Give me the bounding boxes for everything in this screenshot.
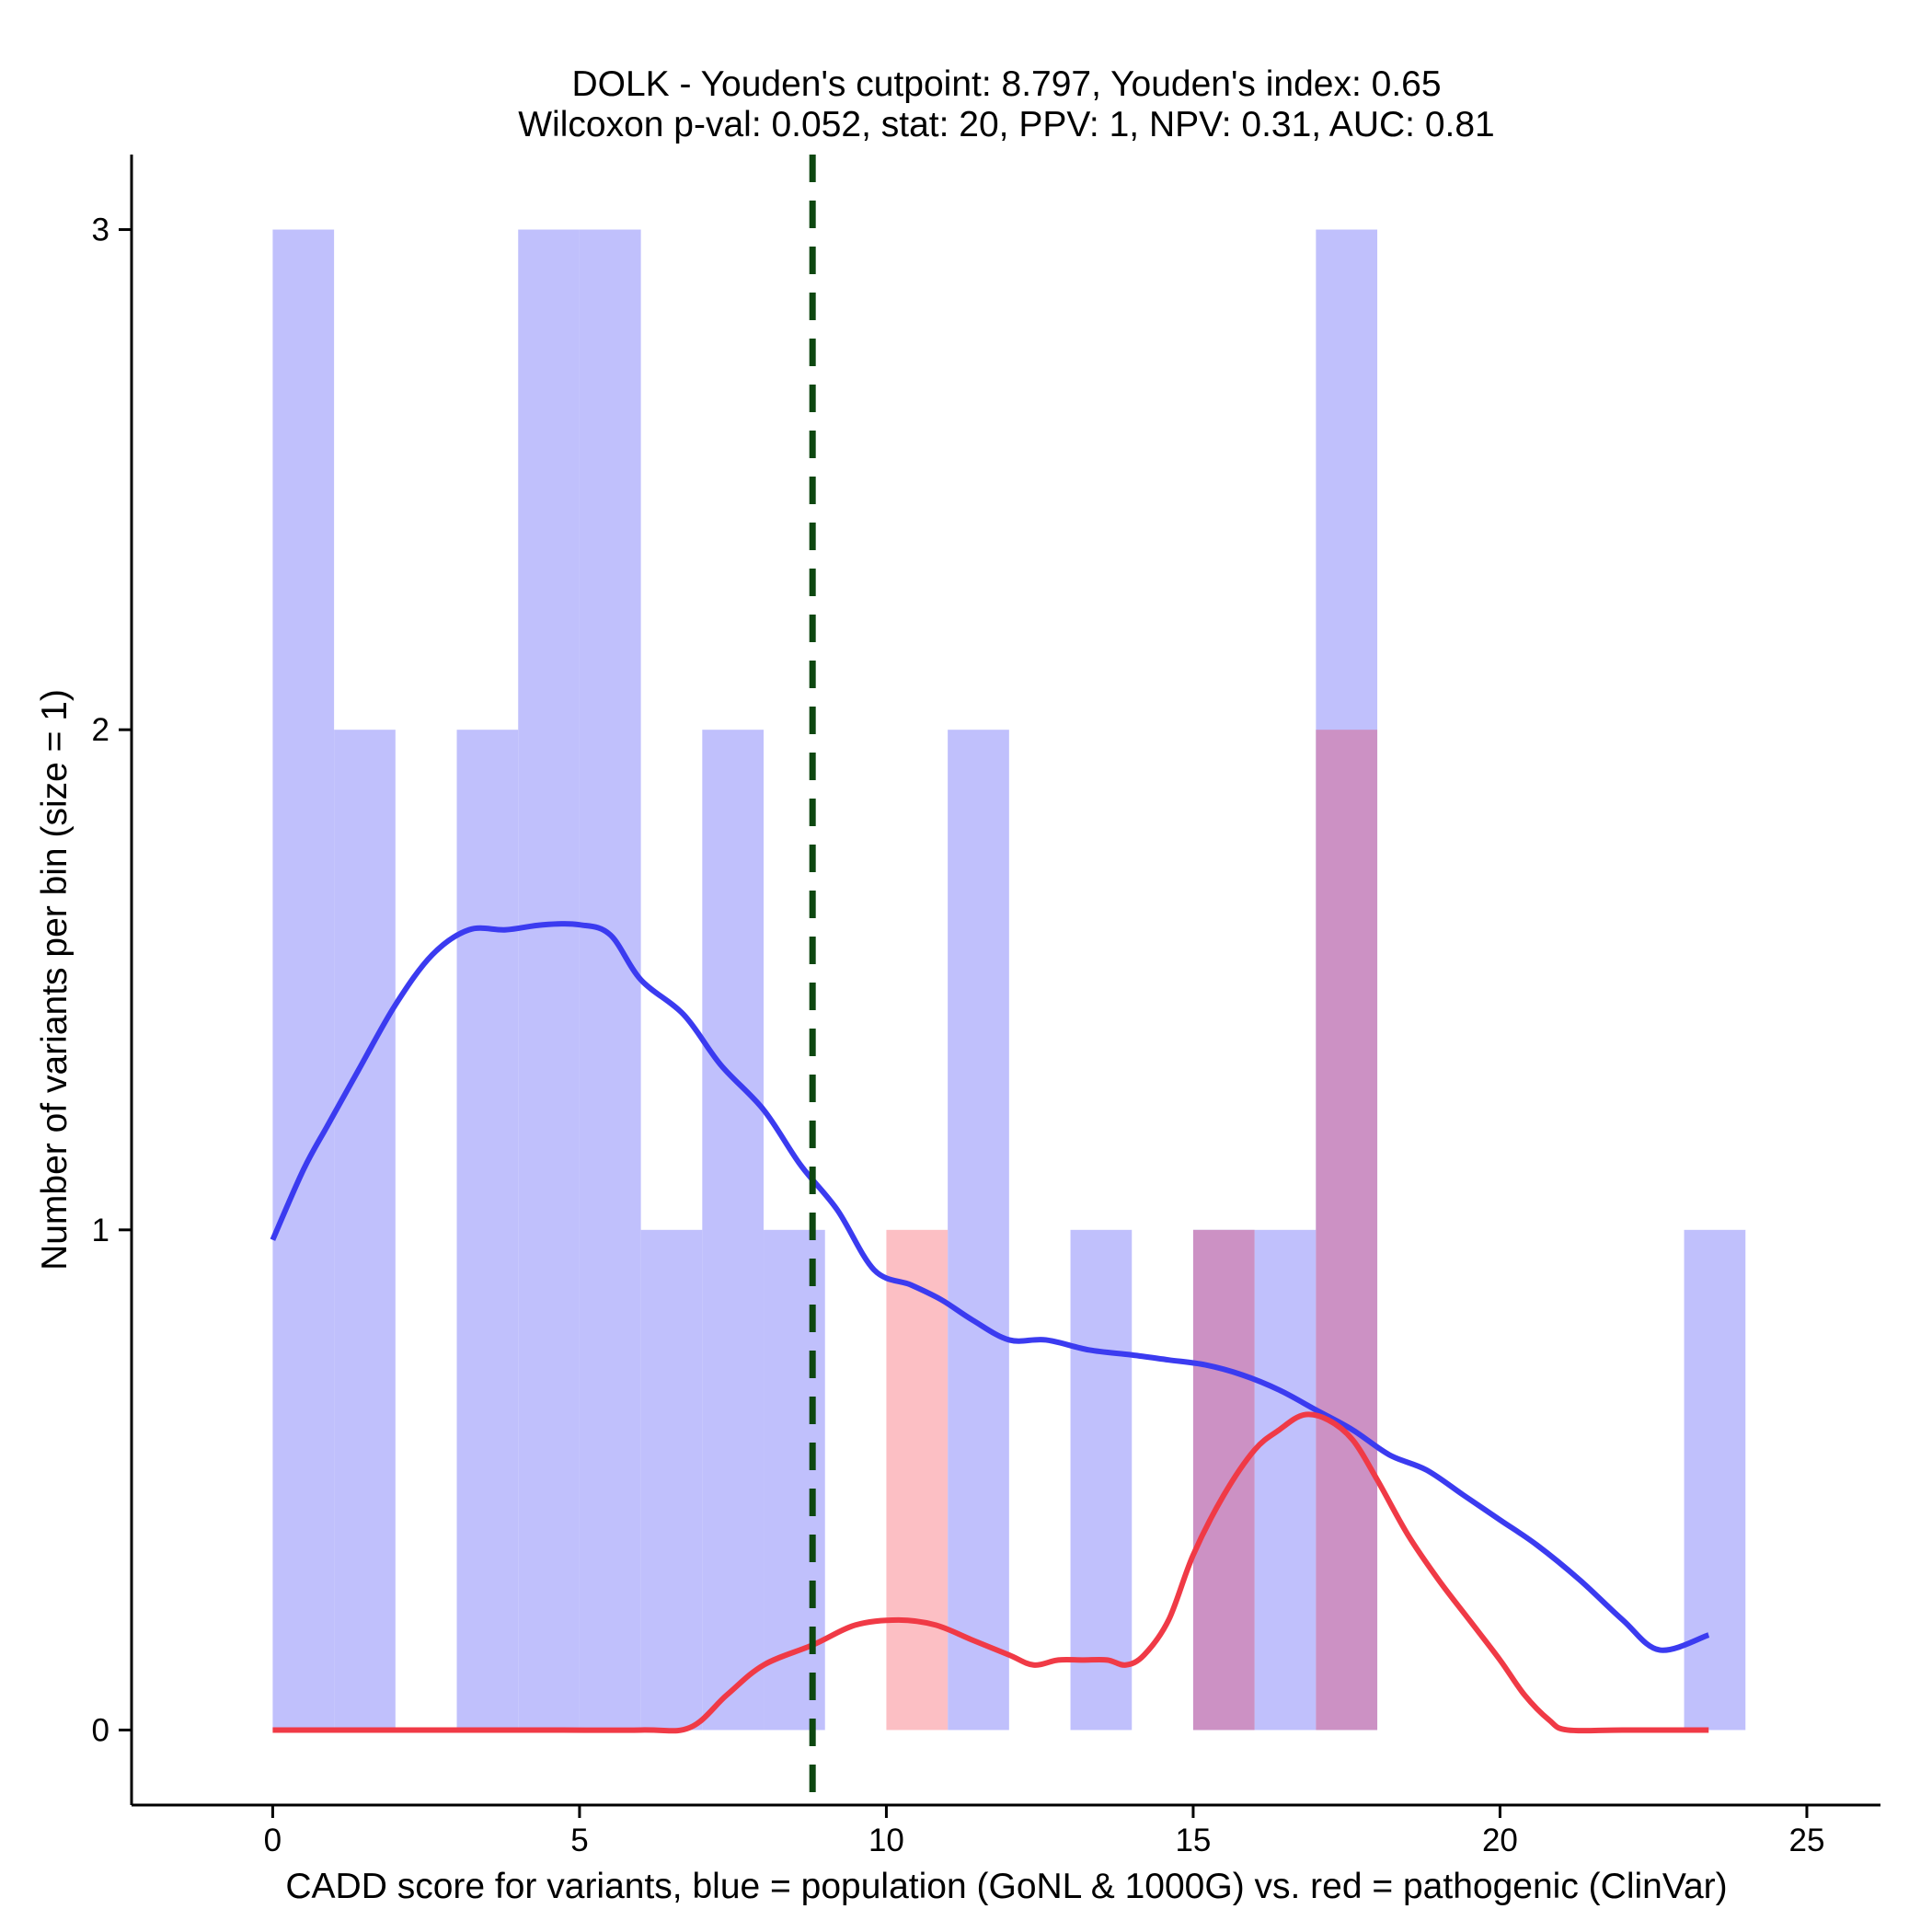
- population-bar: [1684, 1229, 1746, 1731]
- population-bar: [579, 229, 641, 1731]
- x-tick-label: 15: [1175, 1823, 1211, 1858]
- pathogenic-bar: [1316, 730, 1378, 1731]
- y-tick-label: 1: [92, 1213, 109, 1248]
- x-tick-label: 10: [868, 1823, 904, 1858]
- pathogenic-bars: [886, 730, 1378, 1731]
- x-tick-label: 25: [1788, 1823, 1824, 1858]
- axes: [130, 155, 1880, 1807]
- pathogenic-bar: [1192, 1229, 1255, 1731]
- density-lines: [270, 921, 1710, 1734]
- population-bar: [518, 229, 580, 1731]
- population-bars: [272, 229, 1746, 1731]
- x-tick-label: 20: [1482, 1823, 1518, 1858]
- y-axis-label: Number of variants per bin (size = 1): [35, 689, 75, 1271]
- pathogenic-bar: [886, 1229, 949, 1731]
- x-axis-label: CADD score for variants, blue = populati…: [285, 1867, 1727, 1906]
- population-bar: [334, 730, 396, 1731]
- y-tick-label: 0: [92, 1712, 109, 1748]
- population-bar: [1254, 1229, 1317, 1731]
- population-bar: [456, 730, 519, 1731]
- population-bar: [702, 730, 765, 1731]
- population-density-line: [270, 921, 1710, 1653]
- population-bar: [948, 730, 1009, 1731]
- y-ticks: 0 1 2 3: [92, 213, 132, 1748]
- population-bar: [1070, 1229, 1133, 1731]
- chart-title: DOLK - Youden's cutpoint: 8.797, Youden'…: [571, 64, 1441, 104]
- population-bar: [640, 1229, 703, 1731]
- population-bar: [272, 229, 335, 1731]
- y-tick-label: 3: [92, 213, 109, 248]
- x-tick-label: 0: [264, 1823, 282, 1858]
- pathogenic-density-line: [272, 1411, 1709, 1734]
- population-bar: [764, 1229, 825, 1731]
- y-tick-label: 2: [92, 712, 109, 748]
- chart-subtitle: Wilcoxon p-val: 0.052, stat: 20, PPV: 1,…: [518, 105, 1494, 144]
- x-ticks: 0 5 10 15 20 25: [264, 1805, 1824, 1858]
- x-tick-label: 5: [570, 1823, 588, 1858]
